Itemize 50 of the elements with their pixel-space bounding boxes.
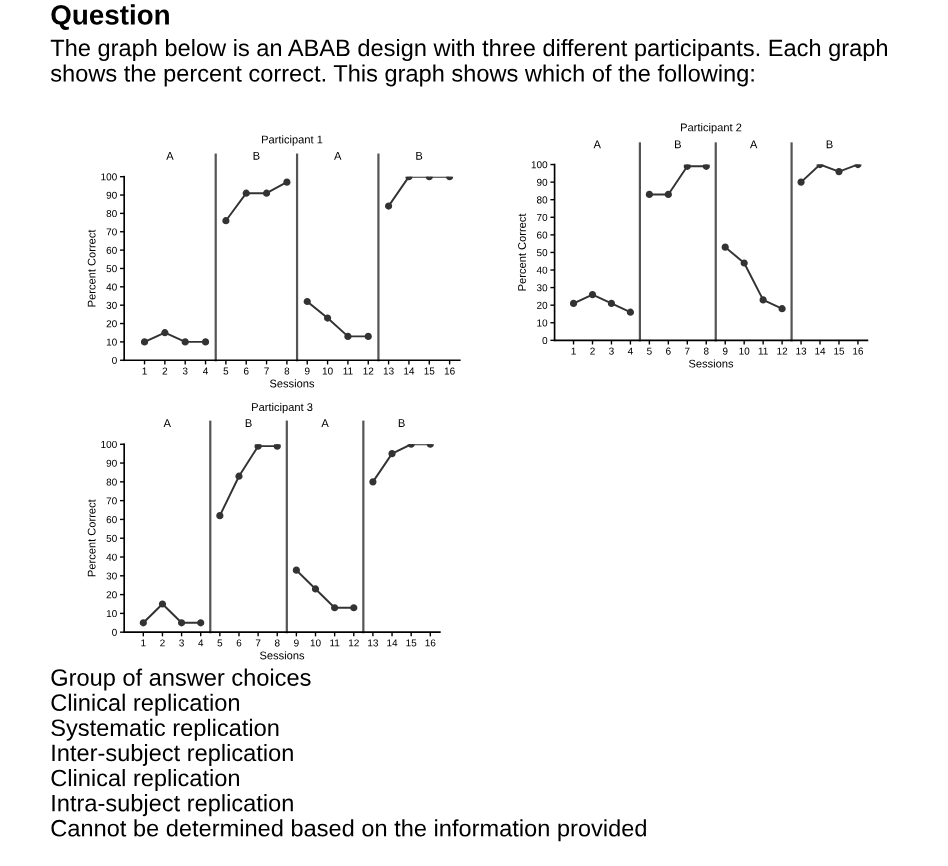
point [364, 332, 372, 340]
point [350, 604, 358, 612]
point [254, 444, 262, 450]
point [273, 444, 281, 450]
point [311, 585, 320, 593]
text: Inter-subject replication [52, 743, 293, 766]
point [740, 259, 748, 267]
text: The graph below is an ABAB design with three different participants. Each graph shows the percent correct. This graph shows which of the following: [50, 38, 887, 87]
point [569, 299, 578, 308]
point [797, 178, 805, 186]
text: Group of answer choices [51, 668, 311, 691]
point [140, 338, 149, 346]
point [331, 604, 339, 612]
point [721, 243, 729, 251]
point [388, 450, 396, 458]
point [778, 305, 786, 313]
point [197, 619, 205, 627]
text: Intra-subject replication [52, 794, 293, 817]
point [262, 189, 271, 197]
point [588, 291, 597, 299]
point [283, 178, 291, 186]
point [683, 164, 691, 170]
point [626, 308, 635, 316]
point [292, 566, 300, 574]
text: Question [51, 4, 169, 30]
point [664, 190, 672, 199]
point [702, 164, 710, 170]
point [384, 202, 393, 210]
point [369, 478, 377, 486]
text: Clinical replication [51, 693, 239, 716]
point [835, 167, 843, 176]
point [201, 338, 210, 346]
point [235, 472, 243, 480]
point [607, 299, 616, 308]
point [177, 619, 186, 627]
point [139, 619, 147, 627]
point [344, 332, 352, 340]
point [181, 338, 189, 346]
text: Systematic replication [51, 718, 279, 741]
point [759, 296, 767, 304]
text: Clinical replication [51, 769, 239, 792]
point [645, 190, 653, 199]
point [242, 189, 250, 197]
point [161, 329, 169, 337]
point [158, 600, 167, 608]
text: Cannot be determined based on the information provided [51, 819, 646, 842]
point [323, 314, 332, 322]
point [222, 217, 230, 225]
point [303, 297, 311, 306]
point [216, 512, 224, 520]
